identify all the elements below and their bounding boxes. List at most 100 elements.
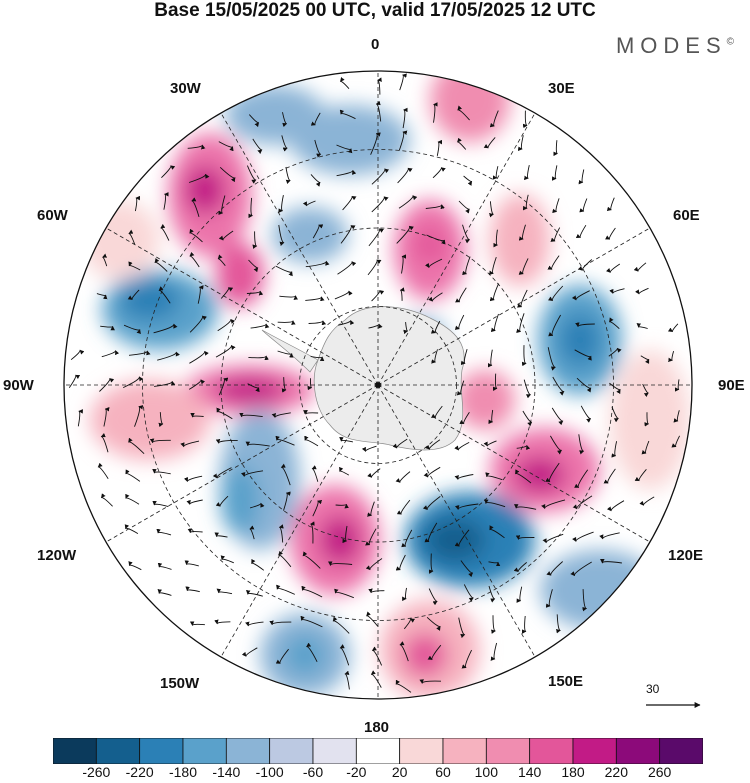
wind-vector — [547, 255, 560, 270]
wind-vector — [552, 376, 565, 396]
lon-label-150w: 150W — [160, 675, 200, 692]
wind-vector — [239, 412, 263, 418]
wind-vector — [337, 261, 357, 275]
wind-vector — [248, 114, 260, 128]
wind-vector — [606, 263, 621, 273]
wind-vector — [252, 231, 258, 249]
wind-vector — [191, 197, 200, 218]
wind-vector — [517, 135, 524, 151]
wind-vector — [433, 102, 438, 123]
wind-vector — [488, 561, 501, 567]
anomaly-blob-20 — [320, 516, 360, 564]
colorbar-tick-label: -140 — [212, 764, 241, 780]
wind-vector — [522, 410, 533, 427]
wind-vector — [574, 349, 592, 361]
wind-vector — [548, 314, 561, 337]
lon-label-0: 0 — [371, 36, 380, 53]
wind-vector — [342, 195, 357, 211]
wind-vector — [157, 562, 172, 570]
wind-vector — [277, 320, 296, 325]
colorbar-tick-label: -60 — [302, 764, 324, 780]
wind-vector — [551, 407, 564, 426]
wind-vector — [395, 554, 406, 571]
wind-vector — [128, 229, 136, 245]
meridian-line — [105, 384, 379, 543]
wind-vector — [576, 377, 592, 393]
wind-vector — [367, 468, 381, 478]
wind-vector — [522, 110, 528, 129]
wind-vector — [278, 524, 284, 543]
wind-vector — [310, 174, 321, 187]
wind-vector — [488, 409, 494, 425]
wind-vector — [396, 499, 411, 515]
wind-vector — [216, 407, 233, 420]
wind-vector — [571, 290, 590, 301]
wind-vector — [342, 525, 348, 544]
wind-vector — [398, 195, 418, 209]
wind-vector — [339, 437, 353, 443]
wind-vector — [128, 561, 142, 571]
colorbar-tick-label: 220 — [604, 764, 628, 780]
wind-vector — [368, 323, 383, 329]
wind-vector — [582, 589, 588, 612]
wind-vector — [545, 589, 553, 608]
wind-vector — [304, 435, 319, 447]
wind-vector — [218, 195, 226, 215]
wind-vector — [275, 265, 293, 277]
meridian-line — [377, 384, 651, 543]
wind-vector — [328, 561, 353, 566]
wind-vector — [371, 646, 383, 666]
wind-vector — [609, 317, 620, 330]
colorbar-tick-label: -20 — [346, 764, 367, 780]
wind-vector — [546, 561, 563, 576]
wind-vector — [552, 198, 560, 214]
wind-vector — [271, 412, 291, 418]
wind-vector — [579, 198, 588, 213]
anomaly-blob-18 — [220, 465, 260, 535]
wind-vector — [402, 107, 408, 129]
wind-vector — [344, 670, 350, 690]
wind-vector — [668, 350, 675, 363]
wind-vector — [550, 435, 562, 455]
colorbar — [53, 738, 703, 764]
wind-vector — [128, 350, 151, 356]
wind-vector — [515, 535, 535, 540]
lon-label-60w: 60W — [37, 207, 68, 224]
wind-vector — [397, 167, 413, 184]
anomaly-blob-8 — [490, 194, 550, 286]
anomaly-blob-29 — [285, 635, 325, 675]
wind-vector — [428, 588, 438, 606]
wind-vector — [276, 584, 295, 595]
wind-vector — [128, 437, 145, 455]
wind-vector — [220, 555, 234, 564]
wind-vector — [277, 350, 294, 358]
wind-vector — [189, 251, 200, 268]
wind-vector — [248, 259, 259, 273]
wind-vector — [252, 138, 263, 154]
wind-vector — [401, 529, 413, 548]
wind-vector — [463, 584, 474, 602]
wind-vector — [516, 444, 531, 450]
wind-vector — [275, 648, 289, 664]
wind-vector — [427, 644, 442, 661]
wind-vector — [340, 225, 356, 244]
wind-vector — [187, 528, 203, 534]
wind-vector — [241, 470, 264, 477]
wind-vector — [282, 112, 288, 128]
wind-vector — [70, 349, 85, 361]
latitude-circle — [299, 306, 457, 464]
wind-vector — [99, 378, 115, 392]
colorbar-cell — [529, 738, 574, 764]
wind-vector — [310, 355, 325, 362]
wind-vector — [671, 435, 681, 448]
wind-vector — [365, 558, 383, 571]
wind-vector — [245, 621, 264, 627]
lon-label-180: 180 — [364, 719, 390, 736]
anomaly-blob-4 — [120, 280, 180, 320]
colorbar-tick-label: 180 — [561, 764, 585, 780]
wind-vector — [280, 463, 291, 486]
colorbar-cell — [399, 738, 444, 764]
wind-vector — [636, 323, 648, 329]
wind-vector — [518, 224, 526, 241]
wind-vector — [454, 503, 479, 510]
